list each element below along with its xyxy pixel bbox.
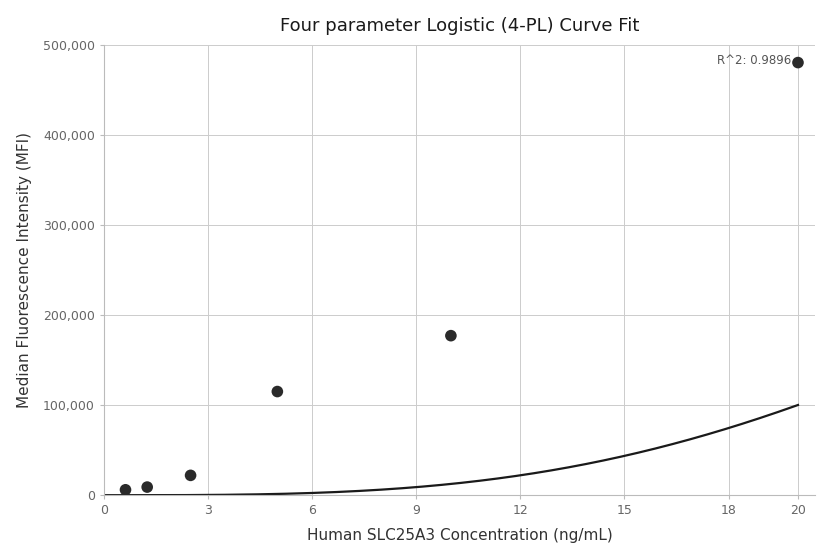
X-axis label: Human SLC25A3 Concentration (ng/mL): Human SLC25A3 Concentration (ng/mL) [307,528,612,543]
Point [119,486,132,494]
Point [791,58,805,67]
Point [444,331,458,340]
Text: R^2: 0.9896: R^2: 0.9896 [717,54,791,67]
Y-axis label: Median Fluorescence Intensity (MFI): Median Fluorescence Intensity (MFI) [17,132,32,408]
Point [141,483,154,492]
Point [184,471,197,480]
Point [270,387,284,396]
Title: Four parameter Logistic (4-PL) Curve Fit: Four parameter Logistic (4-PL) Curve Fit [280,17,639,35]
